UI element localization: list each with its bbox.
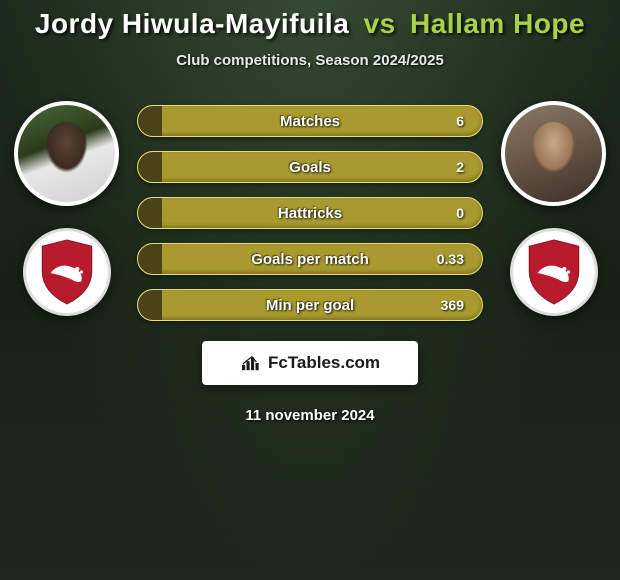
right-side [501, 99, 606, 316]
shield-icon [523, 238, 585, 306]
stat-label: Goals [289, 159, 331, 176]
comparison-title: Jordy Hiwula-Mayifuila vs Hallam Hope [0, 8, 620, 40]
date-label: 11 november 2024 [0, 407, 620, 424]
comparison-panel: Matches 6 Goals 2 Hattricks 0 Goals per … [0, 99, 620, 321]
stat-value-right: 369 [441, 297, 464, 313]
brand-badge: FcTables.com [202, 341, 418, 385]
stat-fill-left [138, 244, 162, 274]
stat-value-right: 2 [456, 159, 464, 175]
stat-bar: Goals per match 0.33 [137, 243, 483, 275]
shield-icon [36, 238, 98, 306]
stat-fill-left [138, 290, 162, 320]
player2-club-badge [510, 228, 598, 316]
stat-fill-left [138, 152, 162, 182]
player1-avatar [14, 101, 119, 206]
stat-value-right: 6 [456, 113, 464, 129]
subtitle: Club competitions, Season 2024/2025 [0, 52, 620, 69]
stat-value-right: 0 [456, 205, 464, 221]
bar-chart-icon [240, 354, 262, 372]
left-side [14, 99, 119, 316]
brand-text: FcTables.com [268, 353, 380, 373]
vs-label: vs [364, 8, 396, 39]
stat-label: Goals per match [251, 251, 369, 268]
stat-fill-left [138, 106, 162, 136]
stat-value-right: 0.33 [437, 251, 464, 267]
stat-bar: Min per goal 369 [137, 289, 483, 321]
stat-label: Matches [280, 113, 340, 130]
stat-label: Hattricks [278, 205, 342, 222]
stat-label: Min per goal [266, 297, 354, 314]
stat-bar: Matches 6 [137, 105, 483, 137]
player2-avatar [501, 101, 606, 206]
player1-name: Jordy Hiwula-Mayifuila [35, 8, 349, 39]
stat-bar: Hattricks 0 [137, 197, 483, 229]
player2-name: Hallam Hope [410, 8, 585, 39]
stat-bars: Matches 6 Goals 2 Hattricks 0 Goals per … [137, 99, 483, 321]
player1-club-badge [23, 228, 111, 316]
stat-fill-left [138, 198, 162, 228]
stat-bar: Goals 2 [137, 151, 483, 183]
